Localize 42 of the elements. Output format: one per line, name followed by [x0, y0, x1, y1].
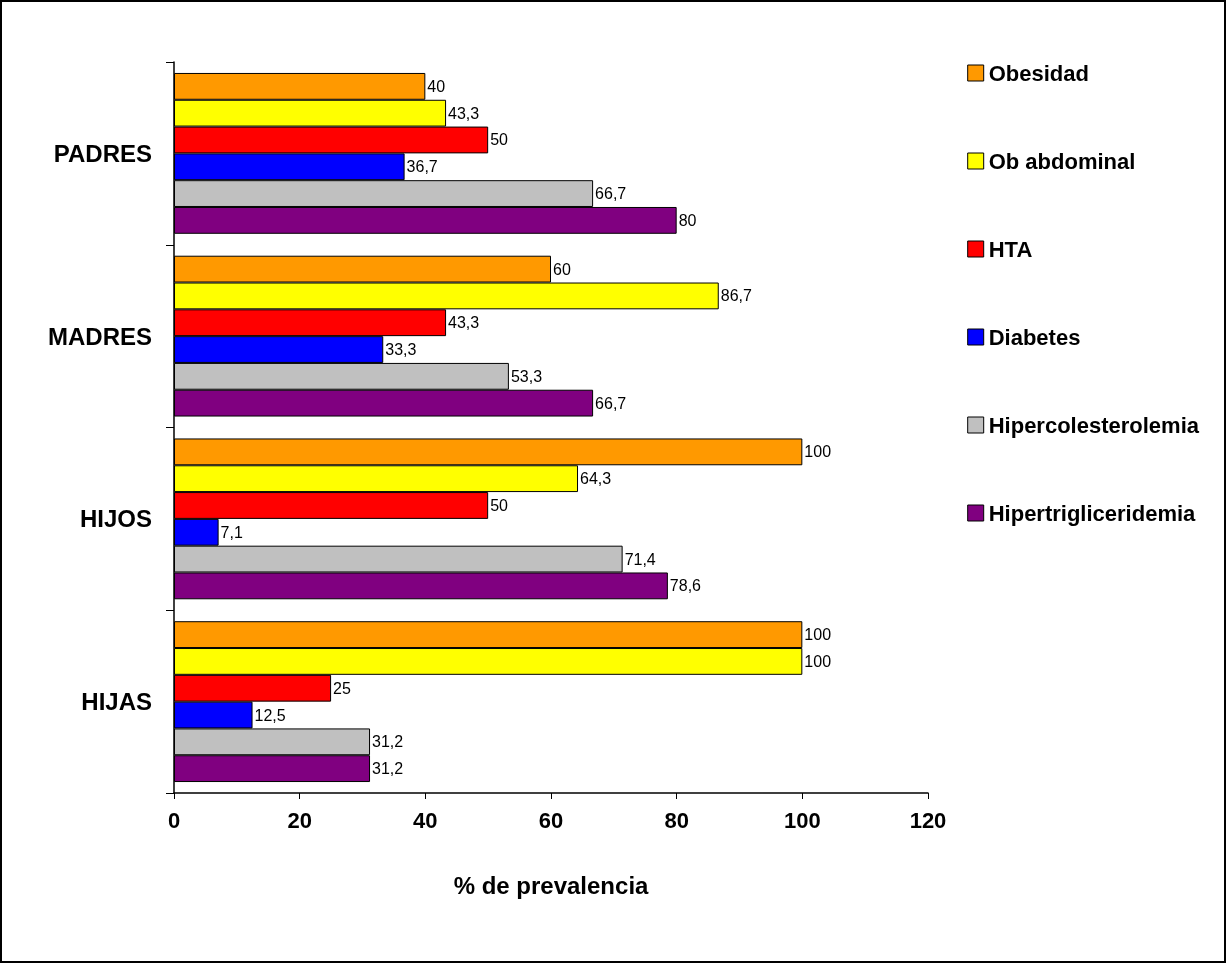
- data-label: 66,7: [595, 185, 627, 203]
- y-tick-label: PADRES: [53, 139, 152, 167]
- data-label: 86,7: [720, 287, 753, 305]
- data-label: 100: [804, 626, 832, 644]
- x-tick-label: 0: [167, 807, 181, 833]
- legend-label: Hipertrigliceridemia: [988, 500, 1197, 526]
- data-label: 53,3: [510, 367, 543, 385]
- data-label: 80: [678, 211, 697, 229]
- data-label: 50: [490, 131, 509, 149]
- data-label: 66,7: [595, 394, 627, 412]
- x-axis-title: % de prevalencia: [453, 871, 650, 899]
- y-tick-label: MADRES: [47, 322, 152, 350]
- data-label: 50: [490, 496, 509, 514]
- data-label: 40: [427, 77, 446, 95]
- data-label: 31,2: [372, 760, 404, 778]
- data-label: 43,3: [448, 314, 480, 332]
- y-tick-label: HIJAS: [81, 688, 152, 716]
- data-label: 36,7: [406, 158, 438, 176]
- data-label: 60: [553, 260, 571, 278]
- legend-label: Obesidad: [988, 60, 1089, 86]
- y-tick-label: HIJOS: [79, 505, 152, 533]
- data-label: 31,2: [372, 733, 404, 751]
- legend-label: Ob abdominal: [988, 148, 1136, 174]
- x-tick-label: 120: [909, 807, 947, 833]
- data-label: 78,6: [669, 577, 702, 595]
- data-label: 71,4: [624, 550, 656, 568]
- x-tick-label: 40: [413, 807, 438, 833]
- x-tick-label: 80: [664, 807, 689, 833]
- data-label: 25: [333, 679, 351, 697]
- data-label: 64,3: [580, 470, 612, 488]
- x-tick-label: 100: [783, 807, 821, 833]
- x-tick-label: 60: [538, 807, 564, 833]
- data-label: 33,3: [385, 341, 417, 359]
- data-label: 100: [804, 652, 832, 670]
- x-tick-label: 20: [287, 807, 312, 833]
- data-label: 7,1: [220, 523, 243, 541]
- legend-label: Diabetes: [988, 324, 1081, 350]
- data-label: 100: [804, 443, 832, 461]
- data-label: 43,3: [448, 104, 480, 122]
- legend-label: HTA: [988, 236, 1033, 262]
- legend-label: Hipercolesterolemia: [988, 412, 1200, 438]
- data-label: 12,5: [254, 706, 286, 724]
